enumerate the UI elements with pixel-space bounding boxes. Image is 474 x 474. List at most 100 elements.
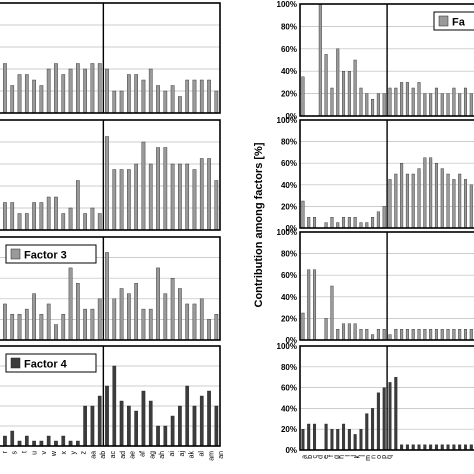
bar xyxy=(127,74,131,114)
bar xyxy=(119,288,124,341)
bar xyxy=(353,323,357,341)
bar xyxy=(301,200,305,229)
bar xyxy=(32,202,36,231)
bar xyxy=(170,415,175,447)
x-tick-label: p xyxy=(381,455,388,459)
bar xyxy=(452,329,456,341)
y-tick-label: 0% xyxy=(285,336,297,345)
bar xyxy=(178,405,182,447)
bar xyxy=(68,267,73,341)
bar xyxy=(458,93,462,117)
bar xyxy=(307,423,311,451)
x-tick-label: m xyxy=(365,455,372,461)
bar xyxy=(54,324,58,341)
bar xyxy=(39,314,44,341)
bar xyxy=(371,408,375,451)
plot-frame xyxy=(0,345,221,447)
bar xyxy=(301,76,305,117)
bar xyxy=(330,429,334,451)
bar xyxy=(376,93,380,117)
bar xyxy=(178,288,182,341)
x-tick-label: e xyxy=(323,455,330,459)
y-tick-label: 80% xyxy=(281,138,297,147)
legend-swatch xyxy=(10,248,21,260)
bar xyxy=(199,158,204,231)
x-tick-label: f xyxy=(328,455,335,457)
bar xyxy=(32,79,36,114)
y-tick-label: 80% xyxy=(281,363,297,372)
bar xyxy=(105,252,109,341)
bar xyxy=(324,54,328,117)
y-tick-label: 40% xyxy=(281,293,297,302)
bar xyxy=(371,334,375,341)
bar xyxy=(134,283,139,341)
bar xyxy=(417,329,421,341)
bar xyxy=(199,79,204,114)
y-tick-label: 20% xyxy=(281,314,297,323)
bar xyxy=(440,168,444,229)
bar xyxy=(469,329,473,341)
bar xyxy=(452,87,456,117)
bar xyxy=(39,85,44,114)
y-tick-label: 0% xyxy=(285,112,297,121)
bar xyxy=(207,79,211,114)
bar xyxy=(388,382,392,451)
bar xyxy=(185,385,190,447)
bar xyxy=(336,429,340,451)
bar xyxy=(347,429,351,451)
x-tick-label: an xyxy=(218,451,225,459)
bar xyxy=(446,173,450,229)
bar xyxy=(127,405,131,447)
x-tick-label: z xyxy=(81,451,88,455)
x-tick-label: y xyxy=(71,451,78,455)
y-tick-label: 0% xyxy=(285,446,297,455)
bar xyxy=(192,169,197,231)
bar xyxy=(134,410,139,447)
bar xyxy=(148,400,153,447)
bar xyxy=(382,93,386,117)
bar xyxy=(411,87,415,117)
bar xyxy=(207,158,211,231)
bar xyxy=(371,216,375,229)
bar xyxy=(313,423,317,451)
y-tick-label: 60% xyxy=(281,384,297,393)
legend-label: Factor 3 xyxy=(24,250,67,262)
bar xyxy=(97,63,102,114)
bar xyxy=(163,293,168,341)
bar xyxy=(365,329,369,341)
bar xyxy=(148,163,153,231)
y-tick-label: 60% xyxy=(281,271,297,280)
x-tick-label: d xyxy=(318,455,325,459)
bar xyxy=(458,173,462,229)
y-tick-label: 40% xyxy=(281,181,297,190)
bar xyxy=(359,222,363,229)
bar xyxy=(163,147,168,231)
plot-frame xyxy=(299,231,474,341)
bar xyxy=(105,68,109,114)
y-tick-label: 100% xyxy=(277,228,297,237)
bar xyxy=(301,429,305,451)
bar xyxy=(411,329,415,341)
bar xyxy=(112,90,117,114)
y-tick-label: 40% xyxy=(281,67,297,76)
x-tick-label: w xyxy=(51,450,58,457)
chart-panel-left-4: r s t u v w x y z aa ab ac ad ae af ag ah ai aj ak al am an Fac… xyxy=(0,345,225,461)
bar xyxy=(156,425,160,447)
bar xyxy=(469,93,473,117)
bar xyxy=(10,430,15,447)
y-tick-label: 80% xyxy=(281,250,297,259)
bar xyxy=(141,79,146,114)
bar xyxy=(90,207,95,231)
bar xyxy=(347,216,351,229)
bar xyxy=(61,213,66,231)
bar xyxy=(68,207,73,231)
bar xyxy=(127,293,131,341)
x-tick-label: c xyxy=(312,455,319,459)
bar xyxy=(307,216,311,229)
bar xyxy=(192,405,197,447)
x-tick-label: ah xyxy=(159,451,166,459)
bar xyxy=(347,323,351,341)
bar xyxy=(185,79,190,114)
bar xyxy=(388,87,392,117)
